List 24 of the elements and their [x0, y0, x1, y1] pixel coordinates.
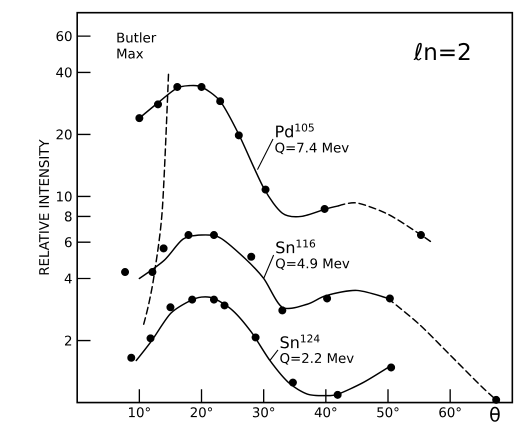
annotation: Q=4.9 Mev: [276, 258, 350, 270]
annotation: Q=7.4 Mev: [275, 142, 349, 154]
text: ℓn=2: [413, 43, 470, 61]
series-label: Sn$^{116}$: [276, 240, 316, 254]
y-tick-label: 10: [57, 192, 72, 202]
y-tick-label: 40: [56, 68, 72, 78]
x-tick-label: 60°: [439, 407, 461, 418]
y-tick-label: 4: [64, 274, 72, 284]
y-tick-label: 2: [65, 336, 72, 346]
text: Pd$^{105}$: [276, 124, 314, 138]
annotation: Q=2.2 Mev: [280, 353, 354, 365]
y-tick-label: 8: [64, 212, 72, 222]
series-label: Sn$^{124}$: [280, 334, 320, 349]
x-tick-label: 50°: [377, 407, 399, 418]
y-tick-label: 6: [64, 237, 72, 248]
y-axis-title: RELATIVE INTENSITY: [38, 140, 50, 275]
x-axis-title: θ: [490, 407, 500, 422]
annotation: Butler Max: [117, 32, 156, 59]
y-tick-label: 20: [56, 130, 72, 140]
x-tick-label: 10°: [129, 407, 150, 418]
x-tick-label: 40°: [314, 407, 336, 418]
x-tick-label: 20°: [190, 407, 212, 418]
x-tick-label: 30°: [252, 407, 274, 418]
y-tick-label: 60: [56, 31, 72, 42]
